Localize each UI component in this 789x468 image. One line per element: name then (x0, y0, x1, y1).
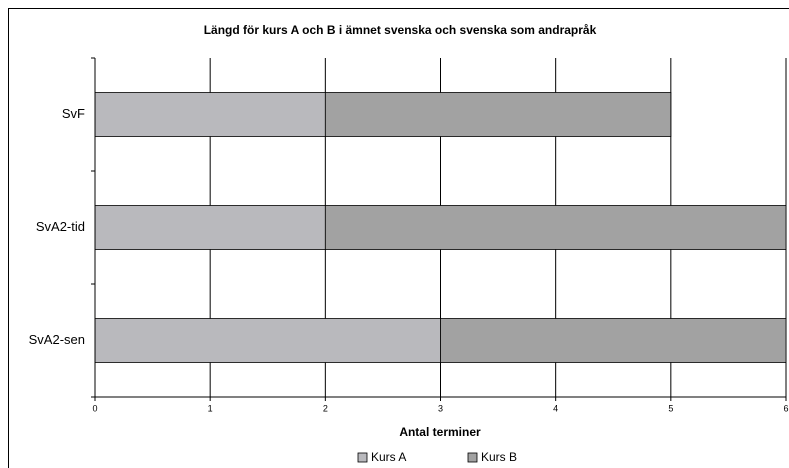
x-tick-label: 5 (668, 403, 673, 413)
y-tick-label: SvA2-tid (36, 219, 85, 234)
legend-label: Kurs B (481, 450, 517, 464)
x-tick-label: 6 (783, 403, 788, 413)
legend-swatch (467, 452, 478, 463)
x-tick-label: 4 (553, 403, 558, 413)
bar-segment (94, 92, 326, 137)
x-tick-label: 0 (92, 403, 97, 413)
x-tick-label: 2 (323, 403, 328, 413)
x-axis-label: Antal terminer (399, 425, 481, 439)
legend-swatch (357, 452, 368, 463)
bar-segment (324, 205, 787, 250)
bar-segment (94, 205, 326, 250)
bar-segment (440, 318, 787, 363)
bar-segment (94, 318, 441, 363)
legend-label: Kurs A (371, 450, 406, 464)
y-tick-label: SvF (62, 106, 85, 121)
y-tick-label: SvA2-sen (29, 332, 85, 347)
x-tick-label: 3 (438, 403, 443, 413)
x-tick-label: 1 (208, 403, 213, 413)
chart-title: Längd för kurs A och B i ämnet svenska o… (204, 23, 597, 37)
bar-segment (324, 92, 672, 137)
